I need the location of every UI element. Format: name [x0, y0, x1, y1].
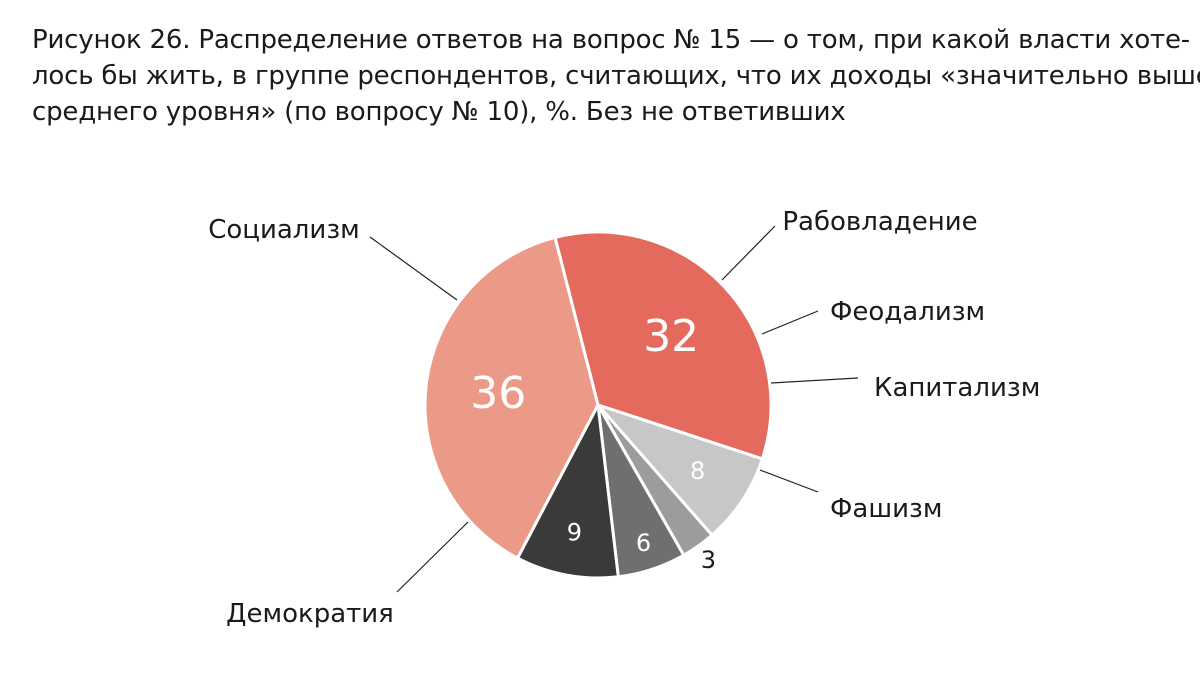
- slice-value-label-6: 36: [470, 368, 526, 419]
- pie-slices: [423, 230, 773, 580]
- slice-value-label-4: 6: [636, 529, 651, 557]
- leader-line-3: [761, 310, 819, 335]
- pie-slice-1: [553, 230, 773, 461]
- slice-category-label-1: Социализм: [208, 215, 360, 245]
- slice-value-label-3: 3: [701, 546, 716, 574]
- category-labels: Социализм Рабовладение Феодализм Капитализм…: [208, 207, 1040, 629]
- slice-category-label-3: Феодализм: [830, 297, 985, 327]
- leader-line-2: [721, 225, 776, 281]
- pie-slice-2: [596, 403, 764, 537]
- figure-title-line-3: среднего уровня» (по вопросу № 10), %. Б…: [32, 97, 846, 127]
- slice-category-label-4: Капитализм: [874, 373, 1040, 403]
- slice-category-label-2: Рабовладение: [782, 207, 977, 237]
- leader-line-6: [396, 521, 469, 593]
- leader-line-1: [369, 236, 458, 301]
- figure-title-line-1: Рисунок 26. Распределение ответов на воп…: [32, 25, 1190, 55]
- slice-value-label-1: 32: [643, 311, 699, 362]
- pie-slice-5: [516, 403, 620, 580]
- figure-title-line-2: лось бы жить, в группе респондентов, счи…: [32, 61, 1200, 91]
- leader-lines: [369, 225, 859, 593]
- pie-slice-6: [423, 235, 600, 560]
- leader-line-5: [759, 469, 819, 493]
- figure-title: Рисунок 26. Распределение ответов на воп…: [32, 22, 1200, 130]
- slice-value-label-5: 9: [567, 519, 582, 547]
- slice-category-label-5: Фашизм: [830, 494, 942, 524]
- leader-line-4: [770, 377, 859, 384]
- slice-category-label-6: Демократия: [226, 599, 394, 629]
- slice-value-label-2: 8: [690, 457, 705, 485]
